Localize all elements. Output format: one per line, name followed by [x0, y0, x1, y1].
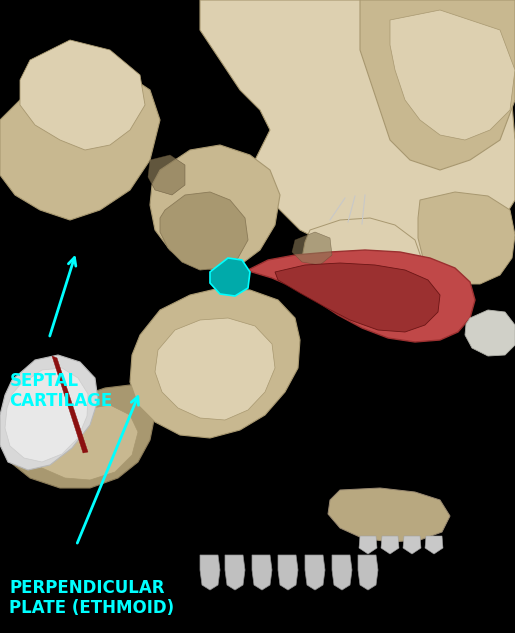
Polygon shape: [381, 536, 399, 554]
Polygon shape: [150, 145, 280, 270]
Polygon shape: [5, 368, 88, 462]
Polygon shape: [359, 536, 377, 554]
Polygon shape: [275, 263, 440, 332]
Polygon shape: [425, 536, 443, 554]
Polygon shape: [252, 555, 272, 590]
Polygon shape: [302, 218, 422, 312]
Polygon shape: [148, 155, 185, 195]
Polygon shape: [225, 555, 245, 590]
Polygon shape: [20, 40, 145, 150]
Polygon shape: [465, 310, 515, 356]
Polygon shape: [358, 555, 378, 590]
Polygon shape: [403, 536, 421, 554]
Polygon shape: [52, 356, 88, 453]
Polygon shape: [0, 355, 98, 470]
Polygon shape: [210, 258, 250, 296]
Polygon shape: [20, 405, 138, 480]
Text: PERPENDICULAR
PLATE (ETHMOID): PERPENDICULAR PLATE (ETHMOID): [9, 579, 175, 617]
Polygon shape: [0, 60, 160, 220]
Polygon shape: [248, 250, 475, 342]
Polygon shape: [292, 232, 332, 265]
Polygon shape: [332, 555, 352, 590]
Polygon shape: [130, 288, 300, 438]
Polygon shape: [160, 192, 248, 270]
Text: SEPTAL
CARTILAGE: SEPTAL CARTILAGE: [9, 372, 112, 410]
Polygon shape: [200, 0, 515, 270]
Polygon shape: [390, 10, 515, 140]
Polygon shape: [360, 0, 515, 170]
Polygon shape: [328, 488, 450, 542]
Polygon shape: [200, 555, 220, 590]
Polygon shape: [305, 555, 325, 590]
Polygon shape: [155, 318, 275, 420]
Polygon shape: [418, 192, 515, 284]
Polygon shape: [2, 385, 155, 488]
Polygon shape: [278, 555, 298, 590]
